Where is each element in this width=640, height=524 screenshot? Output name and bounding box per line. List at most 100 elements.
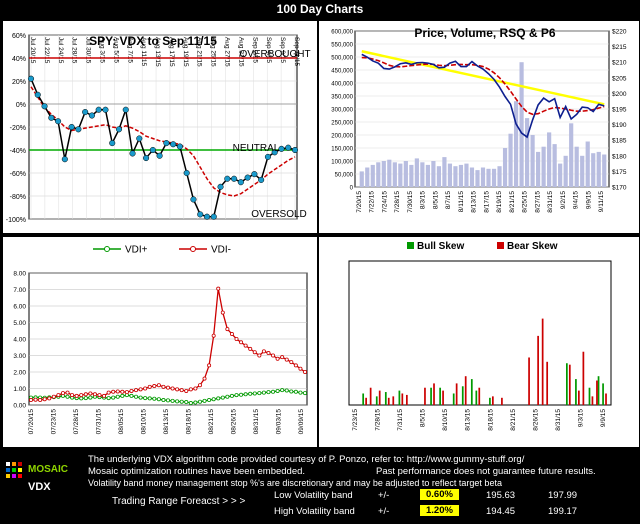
- vdi-plus-point: [147, 396, 152, 401]
- volume-bar: [425, 164, 430, 187]
- vdi-plus-point: [239, 392, 244, 397]
- x-tick-label: Aug 11/15: [140, 37, 147, 67]
- vdi-plus-point: [207, 398, 212, 403]
- vdi-plus-point: [271, 389, 276, 394]
- vdx-point: [109, 140, 116, 147]
- legend-label: VDI+: [125, 245, 148, 256]
- vdi-minus-point: [134, 388, 139, 393]
- legend-marker: [190, 246, 196, 252]
- volume-bar: [569, 123, 574, 187]
- bull-skew-bar: [588, 387, 591, 405]
- vdi-minus-point: [229, 332, 234, 337]
- y-right-tick-label: $210: [612, 60, 627, 67]
- x-tick-label: Jul 24/15: [57, 37, 64, 64]
- volume-bar: [403, 161, 408, 187]
- y-tick-label: 20%: [12, 79, 26, 86]
- volume-bar: [530, 135, 535, 187]
- vdi-minus-point: [74, 393, 79, 398]
- vdx-point: [41, 103, 48, 110]
- y-tick-label: 1.00: [13, 386, 26, 393]
- bull-skew-bar: [430, 387, 432, 405]
- x-tick-label: 07/31/15: [96, 409, 103, 435]
- y-tick-label: -40%: [10, 148, 26, 155]
- vdi-minus-point: [211, 333, 216, 338]
- vdi-minus-point: [184, 388, 189, 393]
- x-tick-label: Aug 3/15: [98, 37, 105, 63]
- y-tick-label: 8.00: [13, 271, 26, 278]
- bear-skew-bar: [568, 364, 571, 405]
- vdi-minus-point: [248, 346, 253, 351]
- vdi-minus-point: [170, 386, 175, 391]
- volume-bar: [392, 162, 397, 187]
- x-tick-label: 07/20/15: [28, 409, 35, 435]
- vdi-minus-point: [220, 310, 225, 315]
- vdi-plus-point: [257, 391, 262, 396]
- vdi-minus-point: [266, 351, 271, 356]
- bear-skew-bar: [596, 380, 598, 405]
- vdi-plus-point: [252, 391, 257, 396]
- x-tick-label: 8/7/15: [445, 191, 452, 209]
- vdx-chart-title: SPY: VDX to Sep 11/15: [89, 34, 217, 48]
- vdx-point: [143, 155, 150, 162]
- bull-legend-label: Bull Skew: [417, 241, 464, 252]
- vdi-minus-point: [124, 390, 129, 395]
- vdx-point: [55, 118, 62, 125]
- volume-bar: [431, 161, 436, 187]
- y-right-tick-label: $200: [612, 91, 627, 98]
- x-tick-label: 08/21/15: [208, 409, 215, 435]
- skew-chart: Bull Skew Bear Skew 7/23/15 7/28/15 7/31/15 8…: [348, 241, 612, 431]
- volume-bar: [596, 151, 601, 187]
- vdi-plus-point: [106, 396, 111, 401]
- x-tick-label: 8/31/15: [547, 191, 554, 213]
- y-tick-label: 2.00: [13, 370, 26, 377]
- vdi-minus-point: [302, 369, 307, 374]
- vdx-point: [285, 144, 292, 151]
- bull-skew-bar: [439, 387, 441, 405]
- vdi-plus-point: [170, 398, 175, 403]
- bear-skew-bar: [405, 394, 408, 405]
- x-tick-label: Aug 27/15: [224, 37, 231, 67]
- forecast-label: Trading Range Foreacst > > >: [112, 496, 246, 507]
- vdi-minus-point: [83, 392, 88, 397]
- x-tick-label: 08/26/15: [231, 409, 238, 435]
- bull-skew-bar: [489, 397, 491, 405]
- vdi-plus-point: [280, 388, 285, 393]
- vdi-minus-point: [51, 394, 56, 399]
- volume-bar: [398, 163, 403, 187]
- volume-bar: [420, 162, 425, 187]
- oversold-label: OVERSOLD: [251, 209, 307, 220]
- vdi-minus-point: [289, 360, 294, 365]
- bear-skew-bar: [577, 390, 580, 405]
- vdi-plus-point: [188, 401, 193, 406]
- vdi-plus-point: [143, 396, 148, 401]
- vdx-point: [210, 213, 217, 220]
- bear-skew-bar: [537, 335, 539, 405]
- volume-bar: [552, 144, 557, 187]
- y-left-tick-label: 600,000: [331, 30, 353, 36]
- volume-bar: [475, 170, 480, 187]
- vdi-plus-point: [266, 390, 271, 395]
- vdi-chart-panel: 8.00 7.00 6.00 5.00 4.00 3.00 2.00 1.00 0.00 VDI+…: [2, 236, 318, 448]
- vdi-minus-point: [239, 340, 244, 345]
- x-tick-label: 09/09/15: [298, 409, 305, 435]
- x-tick-label: 9/3/15: [577, 409, 584, 427]
- y-tick-label: 0.00: [13, 403, 26, 410]
- vdx-point: [224, 175, 231, 182]
- page-title: 100 Day Charts: [276, 2, 364, 16]
- x-tick-label: 7/28/15: [375, 409, 382, 431]
- vdi-plus-point: [115, 394, 120, 399]
- y-tick-label: 40%: [12, 56, 26, 63]
- footer-line1: The underlying VDX algorithm code provid…: [88, 454, 525, 465]
- bull-skew-bar: [461, 386, 464, 405]
- vdi-minus-point: [252, 350, 257, 355]
- x-tick-label: 9/9/15: [600, 409, 607, 427]
- vdx-point: [122, 106, 129, 113]
- footer-line3: Volatility band money management stop %'…: [88, 478, 502, 488]
- vdi-minus-point: [47, 396, 52, 401]
- vdi-minus-point: [179, 388, 184, 393]
- volume-bar: [387, 159, 392, 187]
- volume-bar: [563, 155, 568, 187]
- y-left-tick-label: 150,000: [331, 147, 353, 153]
- price-chart-panel: 600,000 550,000 500,000 450,000 400,000 350,0…: [318, 20, 640, 234]
- y-right-tick-label: $170: [612, 185, 627, 192]
